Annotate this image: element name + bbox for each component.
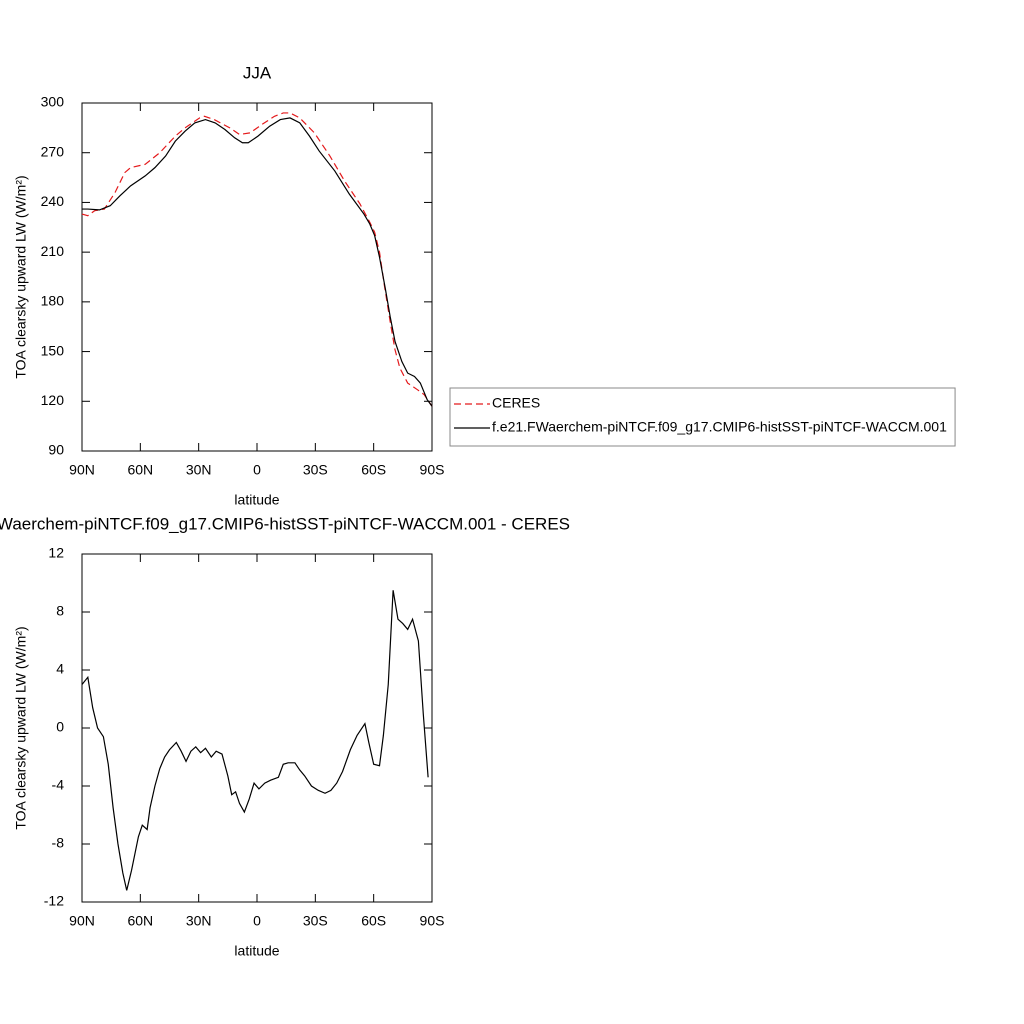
x-axis-label: latitude (234, 492, 279, 508)
x-tick-label: 60S (361, 913, 386, 929)
data-line (81, 112, 433, 407)
legend-label: f.e21.FWaerchem-piNTCF.f09_g17.CMIP6-his… (492, 419, 947, 435)
plot-frame (81, 102, 433, 452)
y-tick-label: 90 (48, 442, 64, 458)
y-tick-label: 210 (41, 243, 65, 259)
chart-title: f.e21.FWaerchem-piNTCF.f09_g17.CMIP6-his… (0, 514, 570, 533)
y-tick-label: 240 (41, 193, 65, 209)
legend-box (449, 387, 956, 447)
x-tick-label: 90S (420, 913, 445, 929)
y-tick-label: 270 (41, 143, 65, 159)
data-line (81, 590, 429, 891)
y-tick-label: 180 (41, 293, 65, 309)
y-tick-label: 300 (41, 94, 65, 110)
y-tick-label: 12 (48, 545, 64, 561)
y-tick-label: -12 (44, 893, 64, 909)
x-tick-label: 30N (186, 913, 212, 929)
y-axis-label: TOA clearsky upward LW (W/m²) (13, 626, 29, 829)
y-tick-label: -8 (52, 835, 65, 851)
x-tick-label: 0 (253, 462, 261, 478)
x-tick-label: 90N (69, 462, 95, 478)
x-tick-label: 0 (253, 913, 261, 929)
x-tick-label: 60N (127, 913, 153, 929)
x-axis-label: latitude (234, 943, 279, 959)
x-tick-label: 30S (303, 462, 328, 478)
x-tick-label: 30N (186, 462, 212, 478)
x-tick-label: 90N (69, 913, 95, 929)
x-tick-label: 60S (361, 462, 386, 478)
y-tick-label: 4 (56, 661, 64, 677)
x-tick-label: 60N (127, 462, 153, 478)
legend-label: CERES (492, 395, 540, 411)
plot-frame (81, 553, 433, 903)
x-tick-label: 90S (420, 462, 445, 478)
chart-title: JJA (243, 63, 272, 82)
y-tick-label: 0 (56, 719, 64, 735)
y-tick-label: 120 (41, 392, 65, 408)
data-line (82, 117, 433, 407)
legend: CERES f.e21.FWaerchem-piNTCF.f09_g17.CMIP… (449, 387, 956, 447)
x-tick-label: 30S (303, 913, 328, 929)
y-axis-label: TOA clearsky upward LW (W/m²) (13, 175, 29, 378)
y-tick-label: -4 (52, 777, 65, 793)
y-tick-label: 150 (41, 342, 65, 358)
y-tick-label: 8 (56, 603, 64, 619)
